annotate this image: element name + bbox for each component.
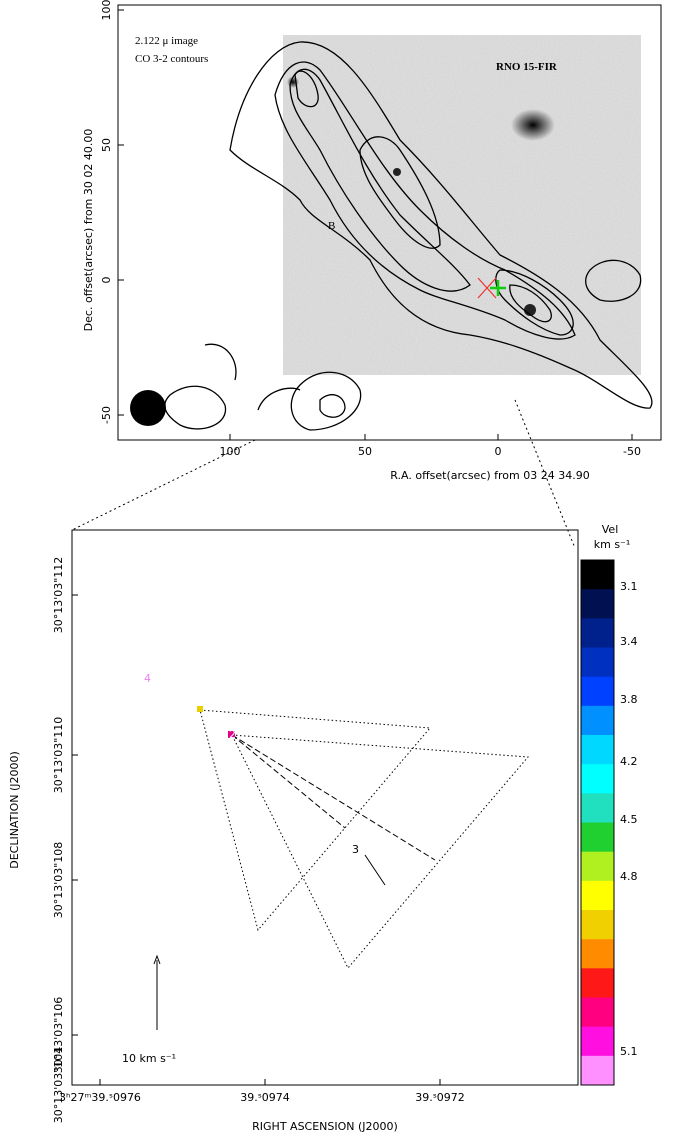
colorbar-segment (581, 793, 614, 823)
x-tick-label: 39.ˢ0974 (240, 1091, 290, 1104)
colorbar-title: Vel (602, 523, 619, 536)
y-tick-label: 30°13'03"104 (52, 1047, 65, 1124)
colorbar-segment (581, 647, 614, 678)
x-tick-label: -50 (623, 445, 641, 458)
y-tick-label: 100 (100, 0, 113, 21)
colorbar-tick-label: 3.1 (620, 580, 638, 593)
colorbar-segment (581, 589, 614, 619)
colorbar-segment (581, 705, 614, 736)
colorbar-tick-label: 4.5 (620, 813, 638, 826)
zoom-connector (71, 399, 576, 549)
star (393, 168, 401, 176)
y-tick-label: 30°13'03"112 (52, 557, 65, 634)
y-tick-label: 30°13'03"106 (52, 997, 65, 1074)
colorbar-segment (581, 910, 614, 940)
colorbar-segment (581, 851, 614, 882)
beam (130, 390, 166, 426)
top-ticks (118, 9, 633, 440)
colorbar-tick-label: 4.2 (620, 755, 638, 768)
colorbar-ticks: 3.1 3.4 3.8 4.2 4.5 4.8 5.1 (620, 580, 638, 1058)
x-axis-title: RIGHT ASCENSION (J2000) (252, 1120, 398, 1133)
y-tick-label: 30°13'03"108 (52, 842, 65, 919)
y-tick-label: 30°13'03"110 (52, 717, 65, 794)
x-tick-label: 39.ˢ0972 (415, 1091, 465, 1104)
colorbar-segment (581, 997, 614, 1028)
x-tick-label: 0 (495, 445, 502, 458)
colorbar-segment (581, 560, 614, 590)
frame (71, 529, 579, 1086)
label: B (328, 220, 335, 232)
colorbar-tick-label: 3.8 (620, 693, 638, 706)
y-ticks: 30°13'03"112 30°13'03"110 30°13'03"108 30°1… (52, 557, 65, 1124)
star (511, 109, 555, 141)
cross-marker (477, 277, 497, 299)
colorbar-segment (581, 880, 614, 911)
source-label: RNO 15-FIR (496, 61, 558, 73)
colorbar-tick-label: 5.1 (620, 1045, 638, 1058)
colorbar-segment (581, 939, 614, 969)
y-axis-title: Dec. offset(arcsec) from 30 02 40.00 (82, 129, 95, 332)
label: 2.122 μ image (135, 35, 198, 47)
maser-spot (197, 706, 203, 712)
colorbar-segment (581, 822, 614, 853)
frame (117, 4, 662, 441)
outflow-cones (199, 709, 530, 969)
image-noise (283, 35, 641, 375)
velocity-scale-arrow (153, 954, 161, 1030)
y-tick-label: 50 (100, 138, 113, 152)
x-tick-label: 50 (358, 445, 372, 458)
scale-label: 10 km s⁻¹ (122, 1052, 176, 1065)
y-tick-label: -50 (100, 406, 113, 424)
colorbar-segment (581, 1026, 614, 1057)
colorbar-segment (581, 1055, 614, 1086)
y-axis-title: DECLINATION (J2000) (8, 751, 21, 869)
x-tick-label: 100 (220, 445, 241, 458)
x-tick-label: 3ʰ27ᵐ39.ˢ0976 (59, 1091, 141, 1104)
plus-marker (490, 280, 506, 296)
colorbar-segment (581, 618, 614, 648)
x-axis-title: R.A. offset(arcsec) from 03 24 34.90 (390, 469, 589, 482)
colorbar-segment (581, 968, 614, 998)
colorbar-segment (581, 735, 614, 765)
bottom-ticks (72, 594, 441, 1085)
colorbar (581, 560, 614, 1086)
maser-label: 3 (352, 843, 359, 856)
maser-label: 4 (144, 672, 151, 685)
colorbar-segment (581, 676, 614, 707)
colorbar-tick-label: 3.4 (620, 635, 638, 648)
y-tick-label: 0 (100, 277, 113, 284)
maser-label: 2 (229, 728, 236, 741)
colorbar-frame (580, 559, 615, 1086)
label: CO 3-2 contours (135, 53, 208, 65)
maser-spot (228, 731, 235, 738)
colorbar-unit: km s⁻¹ (594, 538, 631, 551)
colorbar-segment (581, 764, 614, 794)
colorbar-tick-label: 4.8 (620, 870, 638, 883)
